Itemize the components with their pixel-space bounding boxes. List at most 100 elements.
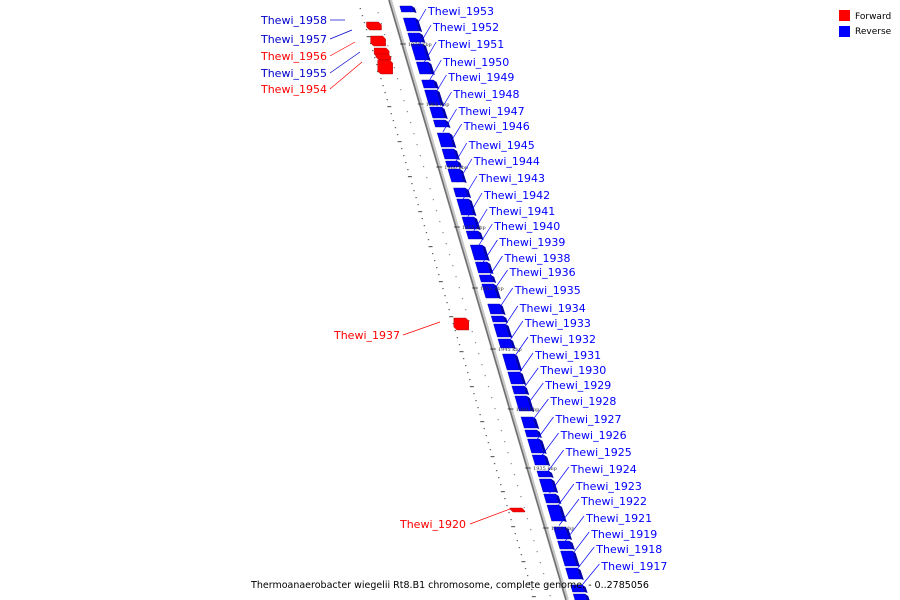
reverse-leader-line [462,175,478,200]
reverse-gene-label: Thewi_1923 [575,480,642,493]
feature-dot [465,309,467,311]
reverse-gene-shade [510,339,516,349]
reverse-gene-label: Thewi_1924 [570,463,637,476]
feature-dot [526,575,529,577]
feature-dot [469,386,474,388]
forward-leader-line [329,29,353,40]
feature-dot [423,225,426,227]
reverse-gene-label: Thewi_1947 [458,105,525,118]
feature-dot [500,430,503,432]
reverse-gene-label: Thewi_1953 [427,5,494,18]
reverse-gene-label: Thewi_1931 [534,349,601,362]
forward-gene-label: Thewi_1955 [260,67,327,80]
feature-dot [386,99,388,101]
reverse-leader-line [505,320,524,347]
reverse-gene-label: Thewi_1936 [509,266,576,279]
reverse-leader-line [481,239,498,265]
feature-dot [471,331,473,333]
feature-dot [520,554,523,556]
reverse-leader-line [432,74,447,98]
reverse-gene-shade [422,44,431,61]
reverse-gene-label: Thewi_1922 [580,495,647,508]
reverse-leader-line [437,91,452,115]
feature-dot [380,23,382,25]
tick-label: 1940 kbp [516,407,540,413]
tick-label: 1950 kbp [480,286,504,292]
reverse-leader-line [442,108,457,133]
legend-forward-label: Forward [855,12,891,22]
reverse-leader-line [472,208,488,233]
legend-reverse-swatch [839,26,850,37]
axis-shadow [388,0,569,600]
feature-dot [510,519,512,521]
feature-dot [448,254,451,256]
feature-dot [387,45,389,47]
reverse-gene-label: Thewi_1933 [524,317,591,330]
feature-dot [400,89,402,91]
feature-dot [365,29,368,31]
reverse-gene-label: Thewi_1938 [504,252,571,265]
feature-dot [521,561,526,563]
reverse-gene-label: Thewi_1919 [590,528,657,541]
reverse-gene-shade [544,455,551,466]
reverse-leader-line [563,515,585,543]
reverse-leader-line [515,352,534,379]
reverse-gene-shade [569,541,575,550]
feature-dot [531,596,536,598]
feature-dot [403,100,405,102]
feature-dot [459,351,464,353]
forward-gene-label: Thewi_1920 [399,518,466,531]
feature-dot [495,470,498,472]
feature-dot [369,43,372,45]
tick-label: 1930 kbp [551,526,575,532]
forward-gene-label: Thewi_1937 [333,329,400,342]
tick-label: 1935 kbp [533,466,557,472]
reverse-gene-shade [548,471,554,478]
reverse-gene-label: Thewi_1928 [549,395,616,408]
feature-dot [418,211,423,213]
reverse-leader-line [486,255,503,281]
ticks-layer: 1970 kbp 1965 kbp 1960 kbp 1955 kbp 1950 kbp… [399,42,575,532]
legend: Forward Reverse [839,10,892,37]
feature-dot [413,133,415,135]
feature-dot [390,56,392,58]
chromosome-axis [388,0,567,600]
reverse-gene-shade [565,527,573,540]
feature-dot [384,34,386,36]
feature-dot [421,218,424,220]
feature-dot [533,540,535,542]
feature-dot [546,584,548,586]
feature-dot [474,342,477,344]
feature-dot [523,507,525,509]
feature-dot [506,505,508,507]
feature-dot [468,320,470,322]
feature-dot [374,57,376,59]
reverse-leader-line [534,416,554,443]
feature-dot [429,188,431,190]
reverse-leader-line [558,498,580,526]
feature-dot [407,176,412,178]
feature-dot [484,375,486,377]
reverse-gene-shade [539,439,547,454]
feature-dot [490,456,495,458]
reverse-gene-shade [478,231,484,240]
reverse-gene-shade [482,245,490,261]
gene-labels-layer: Thewi_1953 Thewi_1952 Thewi_1951 Thewi_1950… [260,5,667,591]
forward-gene-block [453,317,470,331]
reverse-leader-line [417,24,432,48]
feature-dot [543,573,545,575]
reverse-gene-shade [449,133,457,148]
reverse-leader-line [428,59,442,83]
reverse-gene-shade [491,275,497,283]
reverse-gene-label: Thewi_1952 [432,21,499,34]
feature-dot [508,512,510,514]
reverse-gene-shade [411,6,417,13]
reverse-leader-line [549,466,570,494]
feature-dot [504,441,506,443]
reverse-gene-label: Thewi_1945 [468,139,535,152]
reverse-gene-block [433,119,448,128]
reverse-gene-shade [526,396,535,412]
forward-leader-line [469,508,511,525]
forward-gene-label: Thewi_1956 [260,50,327,63]
feature-dot [511,526,516,528]
